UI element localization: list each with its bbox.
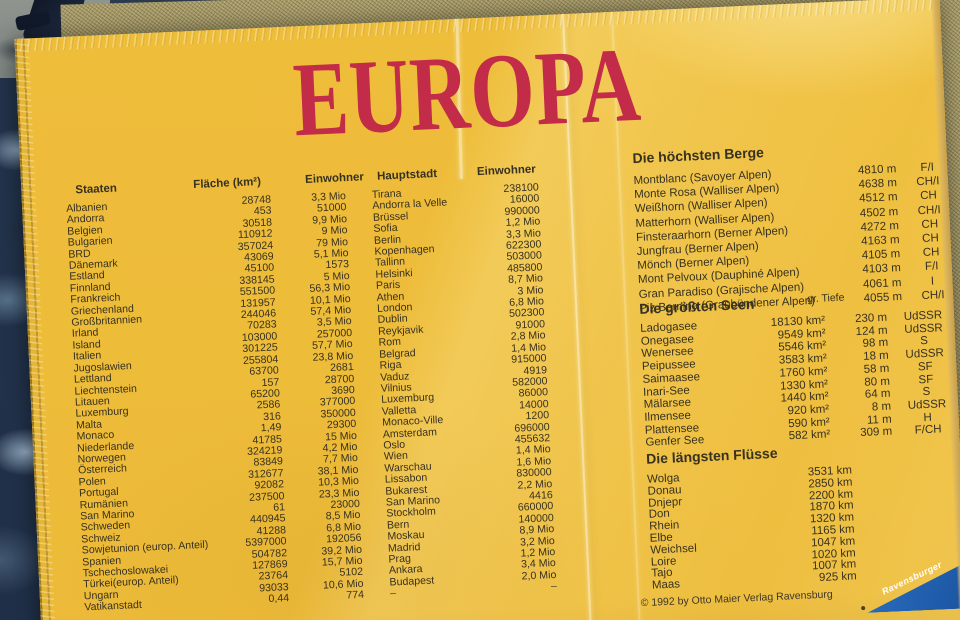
- puzzle-box-lid: EUROPA Staaten Fläche (km²) Einwohner Ha…: [14, 0, 960, 620]
- countries-rows: Albanien 28748 3,3 Mio Tirana 238100 And…: [66, 181, 558, 614]
- rivers-section: Die längsten Flüsse Wolga 3531 km Donau …: [646, 441, 857, 592]
- mountain-country: F/I: [924, 260, 939, 274]
- lakes-rows: Ladogasee 18130 km² 230 m UdSSR Onegasee…: [640, 308, 960, 449]
- countries-table: Staaten Fläche (km²) Einwohner Hauptstad…: [65, 163, 557, 613]
- capital-population: –: [550, 580, 558, 593]
- column-header-einwohner-capital: Einwohner: [476, 163, 536, 179]
- lake-depth: 309 m: [859, 425, 893, 440]
- rivers-rows: Wolga 3531 km Donau 2850 km Dnjepr 2200 …: [647, 464, 857, 592]
- river-name: Maas: [651, 578, 681, 592]
- ravensburger-logo: Ravensburger: [861, 559, 960, 613]
- country-area: 0,44: [268, 592, 290, 606]
- box-title: EUROPA: [290, 25, 644, 159]
- lakes-section: Die größten Seen gr. Tiefe Ladogasee 181…: [639, 286, 960, 449]
- country-population: 774: [346, 588, 365, 602]
- mountain-country: CH: [922, 246, 940, 260]
- column-header-flaeche: Fläche (km²): [193, 175, 262, 192]
- column-header-hauptstadt: Hauptstadt: [376, 167, 438, 183]
- lake-country: F/CH: [914, 423, 942, 437]
- lakes-depth-header: gr. Tiefe: [806, 291, 845, 306]
- column-header-einwohner: Einwohner: [304, 171, 365, 186]
- column-header-staaten: Staaten: [75, 182, 118, 197]
